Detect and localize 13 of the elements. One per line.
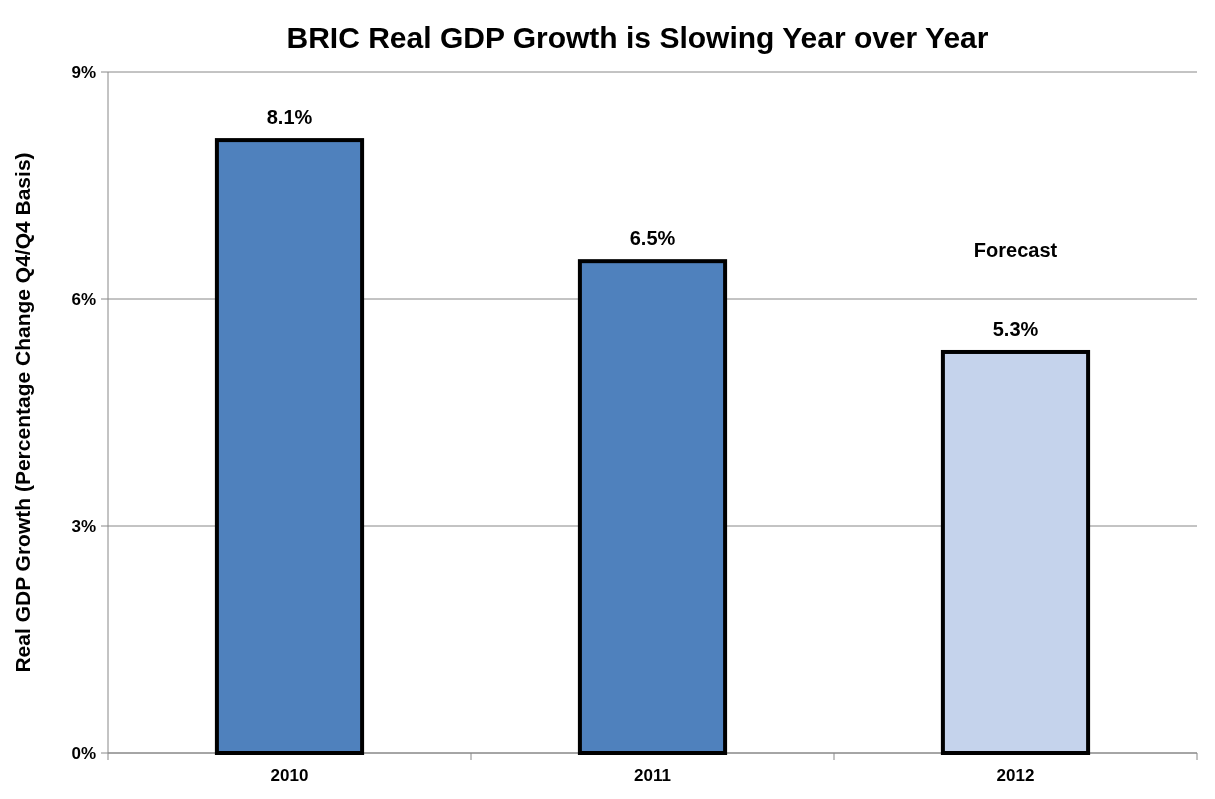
x-tick-label: 2011 [634, 766, 671, 785]
y-tick-label: 0% [71, 743, 96, 763]
y-tick-label: 3% [71, 516, 96, 536]
y-tick-label: 9% [71, 62, 96, 82]
chart-title: BRIC Real GDP Growth is Slowing Year over Year [286, 21, 989, 54]
data-label: 8.1% [266, 106, 313, 129]
x-tick-label: 2010 [270, 766, 309, 785]
data-label: 6.5% [629, 227, 676, 250]
y-axis-title: Real GDP Growth (Percentage Change Q4/Q4 Basis) [11, 152, 34, 673]
x-tick-label: 2012 [996, 766, 1035, 785]
annotation: Forecast [973, 239, 1058, 261]
data-label: 5.3% [992, 317, 1039, 340]
y-tick-label: 6% [71, 289, 96, 309]
